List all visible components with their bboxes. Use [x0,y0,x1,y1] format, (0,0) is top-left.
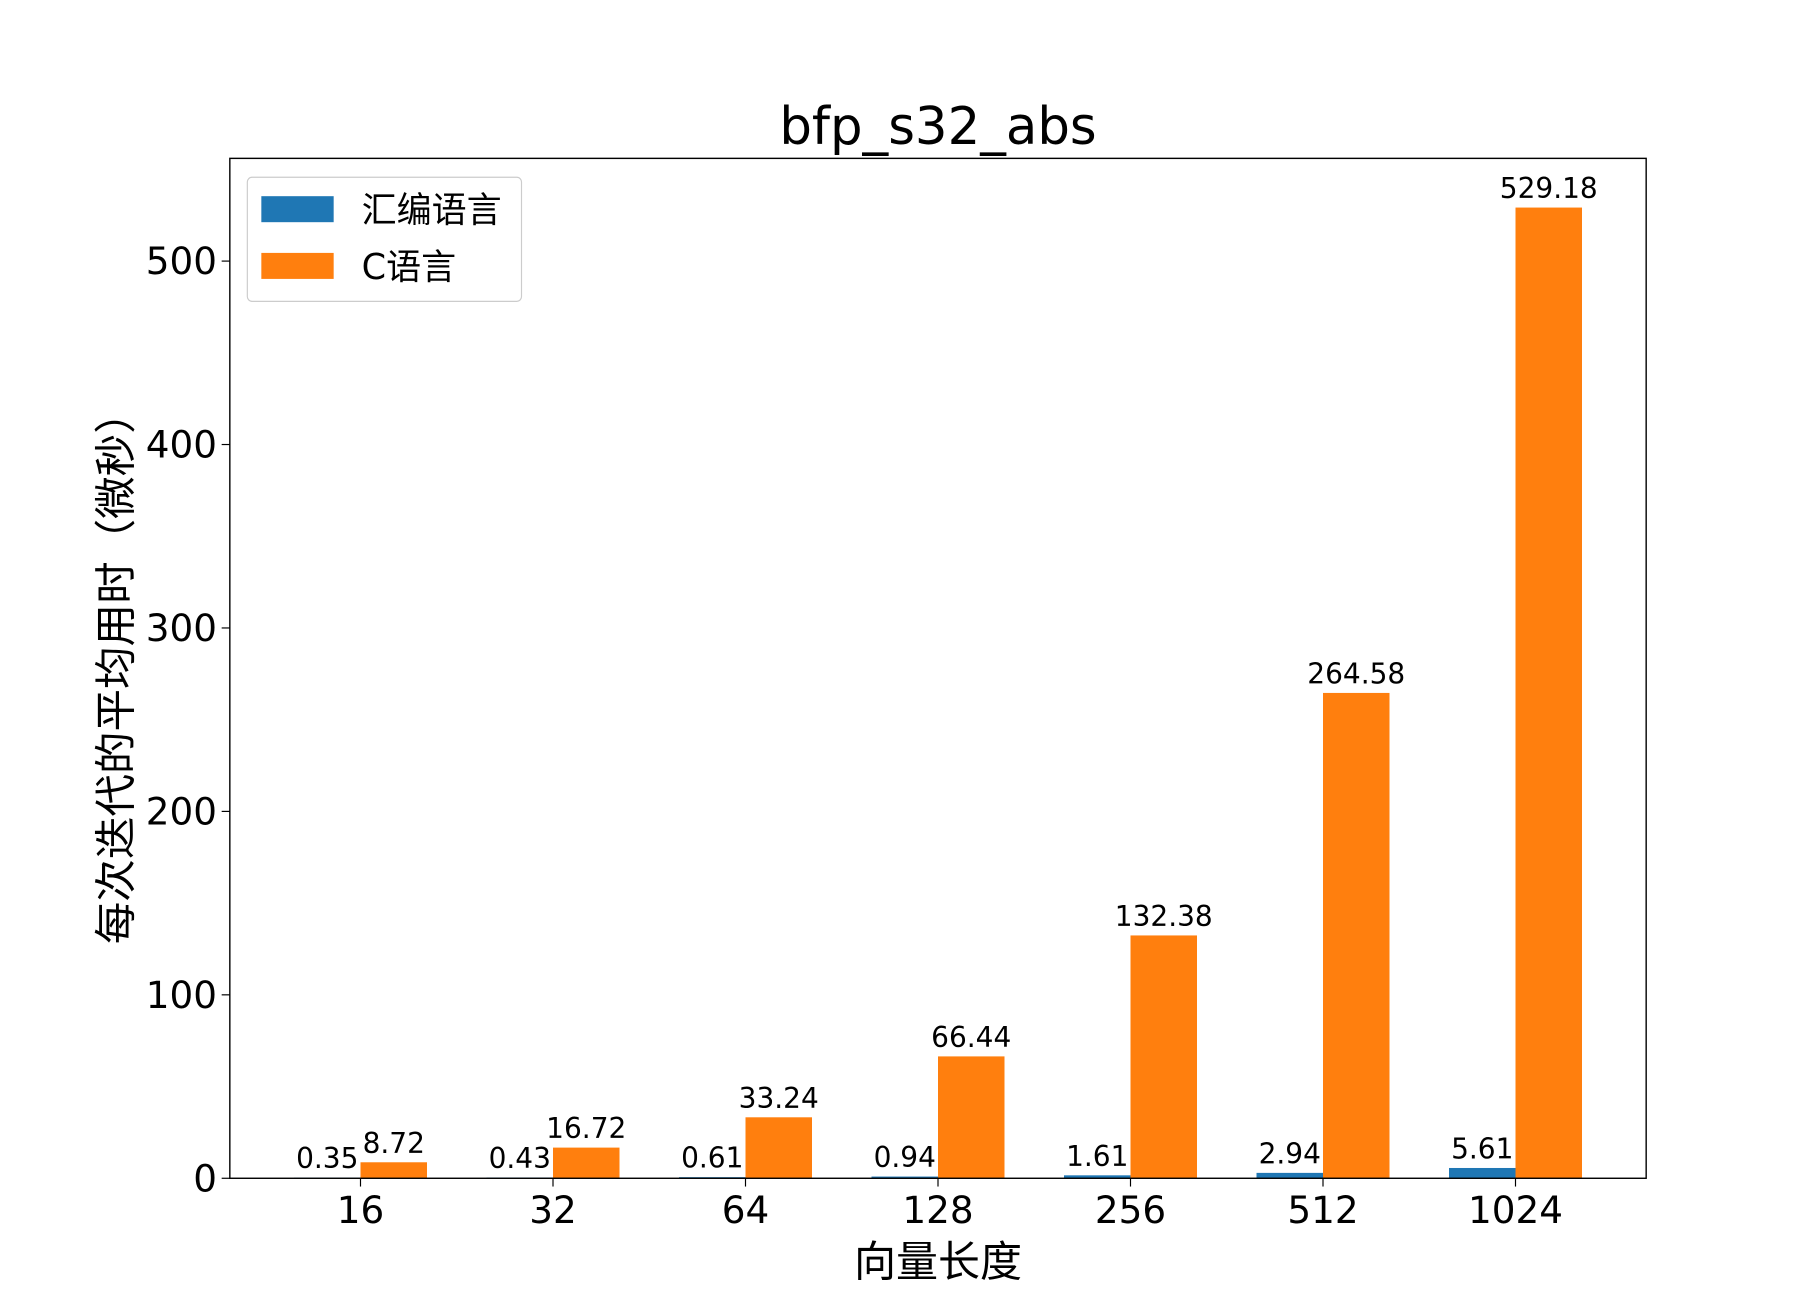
y-tick-label: 100 [146,973,217,1017]
x-tick-label: 128 [902,1188,973,1232]
data-label: 264.58 [1307,657,1405,690]
x-tick-label: 64 [722,1188,769,1232]
y-tick-label: 500 [146,239,217,283]
x-tick-label: 256 [1095,1188,1166,1232]
y-tick-label: 0 [193,1156,217,1200]
legend-label-c: C语言 [362,247,456,288]
x-axis-label: 向量长度 [854,1237,1022,1286]
bar-asm-1024 [1449,1167,1516,1179]
x-tick-label: 1024 [1468,1188,1563,1232]
x-tick-label: 32 [529,1188,576,1232]
bar-c-1024 [1515,207,1582,1179]
data-label: 0.35 [296,1142,358,1175]
y-tick-label: 200 [146,789,217,833]
bar-c-16 [360,1162,427,1179]
bar-asm-256 [1064,1175,1131,1179]
bar-c-512 [1323,692,1390,1179]
data-label: 16.72 [546,1112,626,1145]
x-tick-label: 16 [337,1188,384,1232]
data-label: 66.44 [931,1021,1011,1054]
legend-label-asm: 汇编语言 [362,190,502,231]
y-tick-label: 300 [146,606,217,650]
legend-swatch-c [261,252,334,279]
bar-c-128 [938,1056,1005,1179]
data-label: 132.38 [1115,900,1213,933]
y-tick-label: 400 [146,422,217,466]
plot-frame [229,157,1647,1179]
data-label: 2.94 [1259,1137,1321,1170]
bar-asm-512 [1256,1172,1323,1179]
y-axis-label: 每次迭代的平均用时（微秒） [92,391,141,944]
data-label: 8.72 [363,1127,425,1160]
data-label: 33.24 [739,1082,819,1115]
legend-swatch-asm [261,196,334,223]
bar-c-256 [1130,935,1197,1179]
x-tick-label: 512 [1287,1188,1358,1232]
data-label: 0.61 [681,1142,743,1175]
legend: 汇编语言 C语言 [246,176,523,302]
data-label: 5.61 [1451,1132,1513,1165]
data-label: 0.43 [489,1142,551,1175]
chart-title: bfp_s32_abs [779,97,1096,157]
data-label: 1.61 [1066,1140,1128,1173]
data-label: 0.94 [874,1141,936,1174]
bar-c-64 [745,1117,812,1179]
bar-asm-128 [871,1176,938,1179]
bar-c-32 [553,1147,620,1179]
data-label: 529.18 [1500,172,1598,205]
